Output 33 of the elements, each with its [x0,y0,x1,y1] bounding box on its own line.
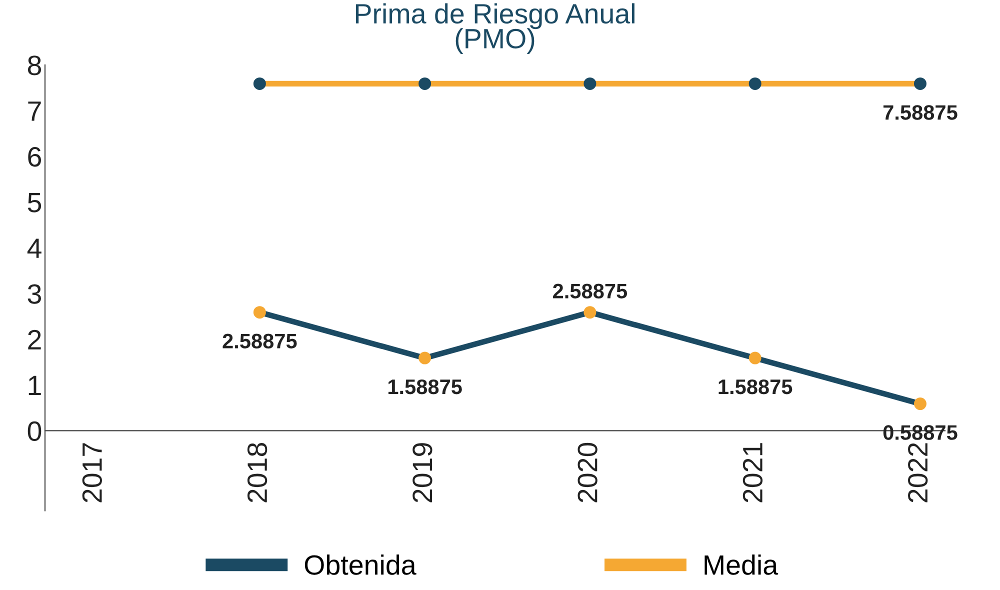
point [584,306,596,319]
y-tick-label: 4 [27,238,42,258]
chart-title: Prima de Riesgo Anual (PMO) [356,3,634,54]
point [418,352,432,364]
y-tick-label: 2 [28,330,41,350]
x-tick-label: 2017 [82,443,102,502]
point [584,77,596,90]
point [748,77,762,90]
y-tick-label: 7 [28,102,41,121]
point [418,77,432,90]
y-tick-label: 6 [28,147,42,167]
point [914,77,926,90]
data-label: 1.58875 [388,379,462,394]
point [253,77,266,90]
legend-label: Obtenida [304,554,416,575]
legend-label: Media [704,554,778,575]
x-tick-label: 2022 [908,443,928,502]
y-tick-label: 5 [28,193,42,212]
x-tick-label: 2021 [742,443,763,502]
y-tick-label: 0 [28,421,42,442]
data-label: 1.58875 [718,379,792,394]
data-label: 2.58875 [553,284,628,298]
data-label: 7.58875 [883,105,958,120]
x-tick-label: 2020 [578,442,598,502]
point [253,306,266,319]
y-tick-label: 3 [28,284,42,304]
x-tick-label: 2019 [412,443,432,502]
y-tick-label: 1 [28,376,41,396]
point [748,352,762,364]
point [914,398,926,410]
y-tick-label: 8 [28,56,42,76]
data-label: 2.58875 [222,334,297,348]
x-tick-label: 2018 [247,443,268,502]
